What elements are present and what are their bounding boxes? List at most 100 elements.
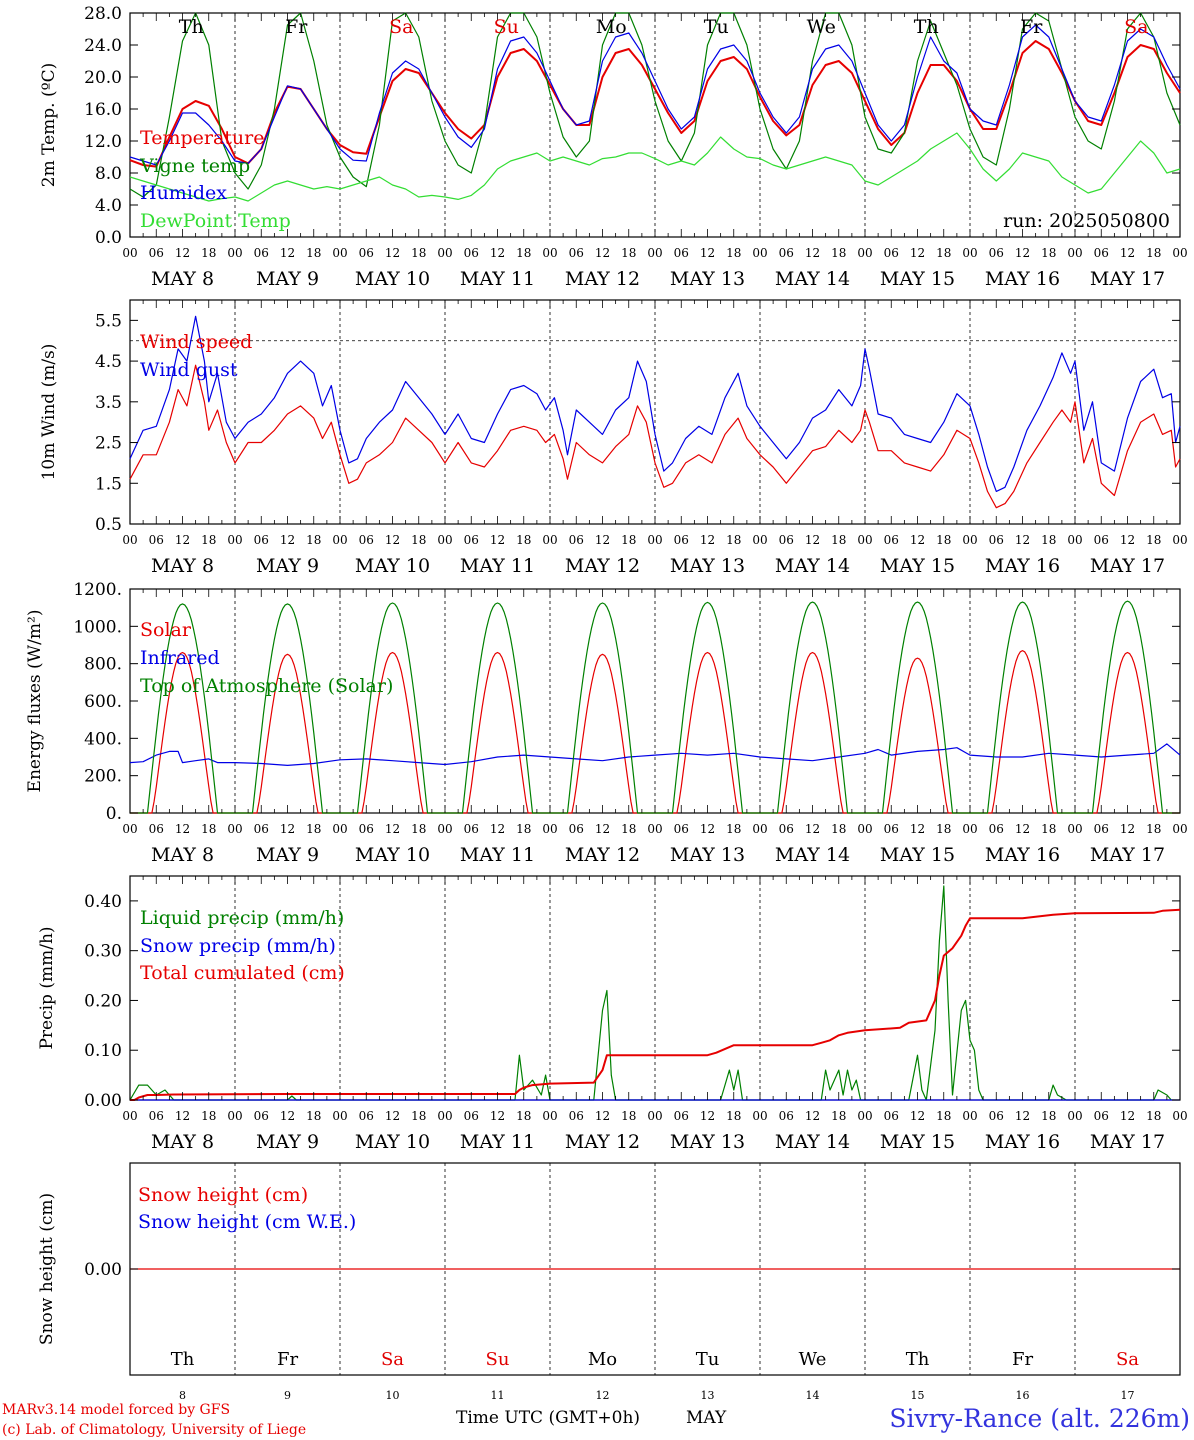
hour-tick-label: 06 [254,533,269,547]
hour-tick-label: 18 [1146,822,1161,836]
hour-tick-label: 12 [280,533,295,547]
hour-tick-label: 12 [910,1109,925,1123]
series-dewpoint-temp [129,132,1181,202]
hour-tick-label: 00 [122,533,137,547]
hour-tick-label: 12 [910,533,925,547]
hour-tick-label: 00 [647,533,662,547]
hour-tick-label: 12 [1015,246,1030,260]
date-label: MAY 11 [460,555,535,577]
y-tick-label: 24.0 [84,36,122,56]
hour-tick-label: 00 [647,822,662,836]
date-label: MAY 11 [460,844,535,866]
hour-tick-label: 12 [280,246,295,260]
day-number-label: 14 [806,1389,820,1402]
hour-tick-label: 00 [752,246,767,260]
hour-tick-label: 00 [962,533,977,547]
legend-liquid-precip: Liquid precip (mm/h) [140,907,344,929]
hour-tick-label: 00 [1067,1109,1082,1123]
hour-tick-label: 00 [332,533,347,547]
hour-tick-label: 06 [989,246,1004,260]
month-label: MAY [686,1408,727,1428]
hour-tick-label: 00 [1067,246,1082,260]
y-tick-label: 0.00 [84,1260,122,1280]
hour-tick-label: 12 [385,822,400,836]
weekday-label: Sa [1124,16,1148,38]
y-tick-label: 16.0 [84,100,122,120]
hour-tick-label: 06 [254,246,269,260]
hour-tick-label: 18 [516,246,531,260]
weekday-label: Fr [285,16,308,38]
hour-tick-label: 06 [359,533,374,547]
hour-tick-label: 06 [254,1109,269,1123]
hour-tick-label: 06 [464,533,479,547]
hour-tick-label: 06 [1094,822,1109,836]
legend-snow-height: Snow height (cm) [138,1184,308,1206]
hour-tick-label: 18 [936,533,951,547]
hour-tick-label: 18 [1041,533,1056,547]
date-label: MAY 8 [151,555,214,577]
date-label: MAY 17 [1090,268,1165,290]
hour-tick-label: 12 [175,533,190,547]
day-number-label: 17 [1121,1389,1135,1402]
weekday-label: Tu [704,16,729,38]
hour-tick-label: 00 [332,246,347,260]
hour-tick-label: 00 [437,822,452,836]
hour-tick-label: 18 [306,822,321,836]
series-liquid-precip-mm-h [129,885,1172,1101]
hour-tick-label: 00 [1172,246,1187,260]
hour-tick-label: 00 [122,822,137,836]
hour-tick-label: 00 [857,533,872,547]
hour-tick-label: 12 [385,533,400,547]
y-tick-label: 8.0 [95,164,122,184]
hour-tick-label: 12 [1015,822,1030,836]
hour-tick-label: 18 [936,1109,951,1123]
hour-tick-label: 12 [490,1109,505,1123]
hour-tick-label: 06 [884,533,899,547]
hour-tick-label: 00 [1172,1109,1187,1123]
date-label: MAY 10 [355,844,430,866]
hour-tick-label: 00 [332,1109,347,1123]
hour-tick-label: 06 [674,1109,689,1123]
weekday-label: Th [171,1349,195,1370]
date-label: MAY 13 [670,844,745,866]
temperature-y-axis-title: 2m Temp. (ºC) [39,63,59,188]
day-number-label: 15 [911,1389,925,1402]
hour-tick-label: 12 [385,246,400,260]
energy-panel-frame [129,588,1181,814]
hour-tick-label: 18 [411,246,426,260]
hour-tick-label: 00 [227,822,242,836]
hour-tick-label: 06 [779,246,794,260]
hour-tick-label: 06 [254,822,269,836]
hour-tick-label: 12 [280,822,295,836]
day-number-label: 11 [491,1389,505,1402]
hour-tick-label: 18 [831,1109,846,1123]
temperature-panel-frame [129,12,1181,238]
date-label: MAY 15 [880,1131,955,1153]
date-label: MAY 17 [1090,555,1165,577]
date-label: MAY 12 [565,1131,640,1153]
hour-tick-label: 12 [595,533,610,547]
hour-tick-label: 06 [779,822,794,836]
date-label: MAY 15 [880,555,955,577]
hour-tick-label: 00 [962,1109,977,1123]
date-label: MAY 9 [256,268,319,290]
series-wind-speed [129,364,1181,509]
hour-tick-label: 18 [726,533,741,547]
series-infrared [129,743,1181,766]
date-label: MAY 12 [565,268,640,290]
hour-tick-label: 12 [595,246,610,260]
legend-wind-speed: Wind speed [140,331,252,353]
hour-tick-label: 06 [884,822,899,836]
hour-tick-label: 12 [595,1109,610,1123]
y-tick-label: 0.40 [84,892,122,912]
y-tick-label: 20.0 [84,68,122,88]
date-label: MAY 16 [985,555,1060,577]
date-label: MAY 8 [151,268,214,290]
credit-model: MARv3.14 model forced by GFS [2,1402,230,1418]
legend-snow-height-we: Snow height (cm W.E.) [138,1211,356,1233]
weekday-label: We [799,1349,827,1370]
hour-tick-label: 06 [149,246,164,260]
wind-panel-frame [129,299,1181,525]
weekday-label: Fr [277,1349,298,1370]
